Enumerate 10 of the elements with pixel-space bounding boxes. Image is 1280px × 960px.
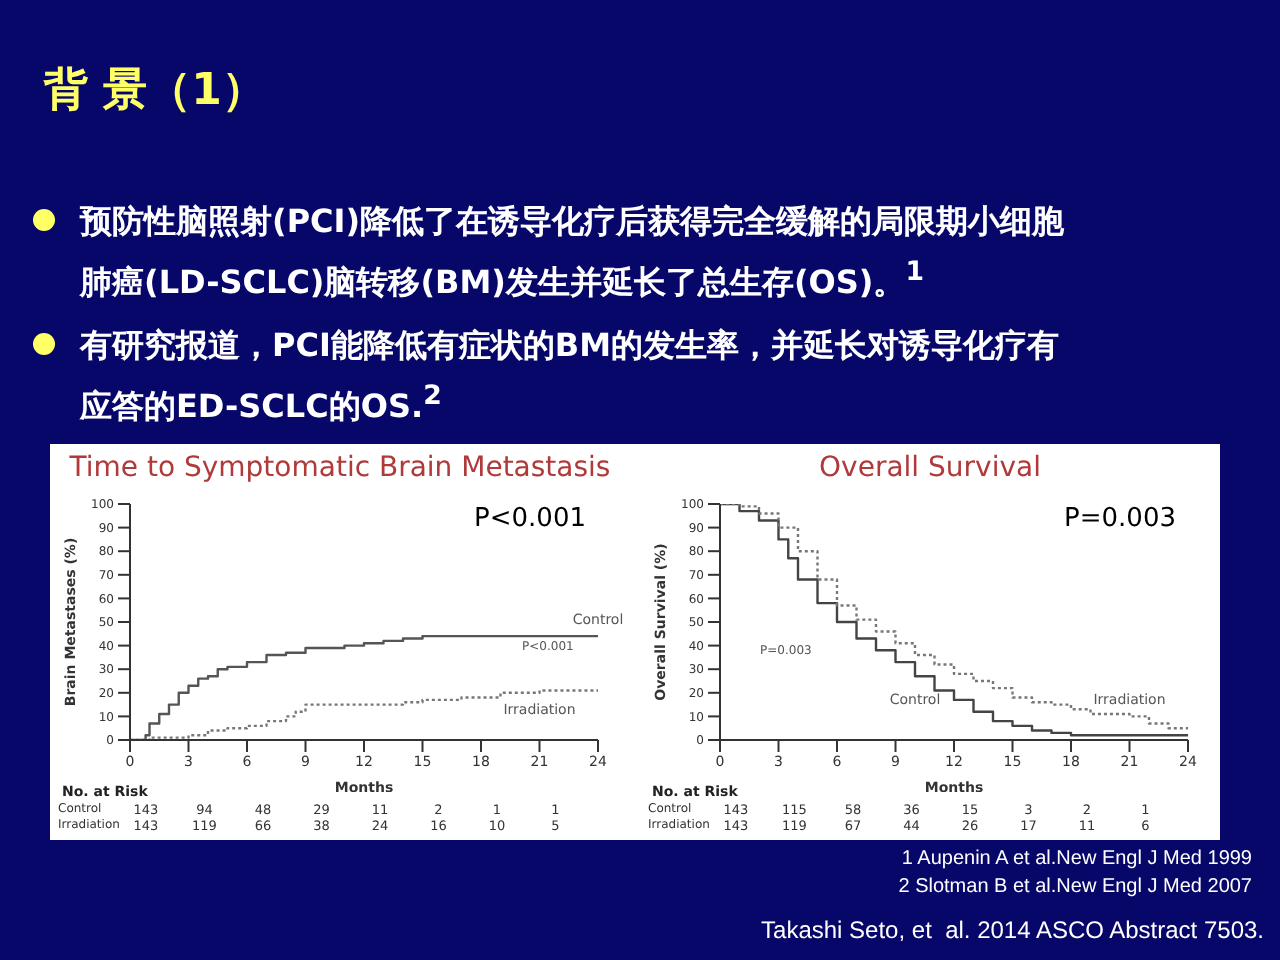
chart-title: Time to Symptomatic Brain Metastasis (67, 450, 613, 488)
text: 背 景（1） (44, 64, 266, 120)
text: 有研究报道，PCI能降低有症状的BM的发生率，并延长对诱导化疗有应答的ED-SCLC的OS.$^{2}$ (80, 324, 1062, 429)
text: Takashi Seto, et al. 2014 ASCO Abstract 7503. (761, 916, 1264, 944)
text: 1 Aupenin A et al.New Engl J Med 1999 (901, 848, 1252, 870)
text: 2 Slotman B et al.New Engl J Med 2007 (898, 876, 1252, 898)
chart-title: Overall Survival (817, 450, 1043, 488)
annotation: P<0.001 (474, 504, 586, 534)
text: 预防性脑照射(PCI)降低了在诱导化疗后获得完全缓解的局限期小细胞肺癌(LD-SCLC)脑转移(BM)发生并延长了总生存(OS)。$^{1}$ (80, 200, 1067, 305)
annotation: P=0.003 (1064, 504, 1176, 534)
